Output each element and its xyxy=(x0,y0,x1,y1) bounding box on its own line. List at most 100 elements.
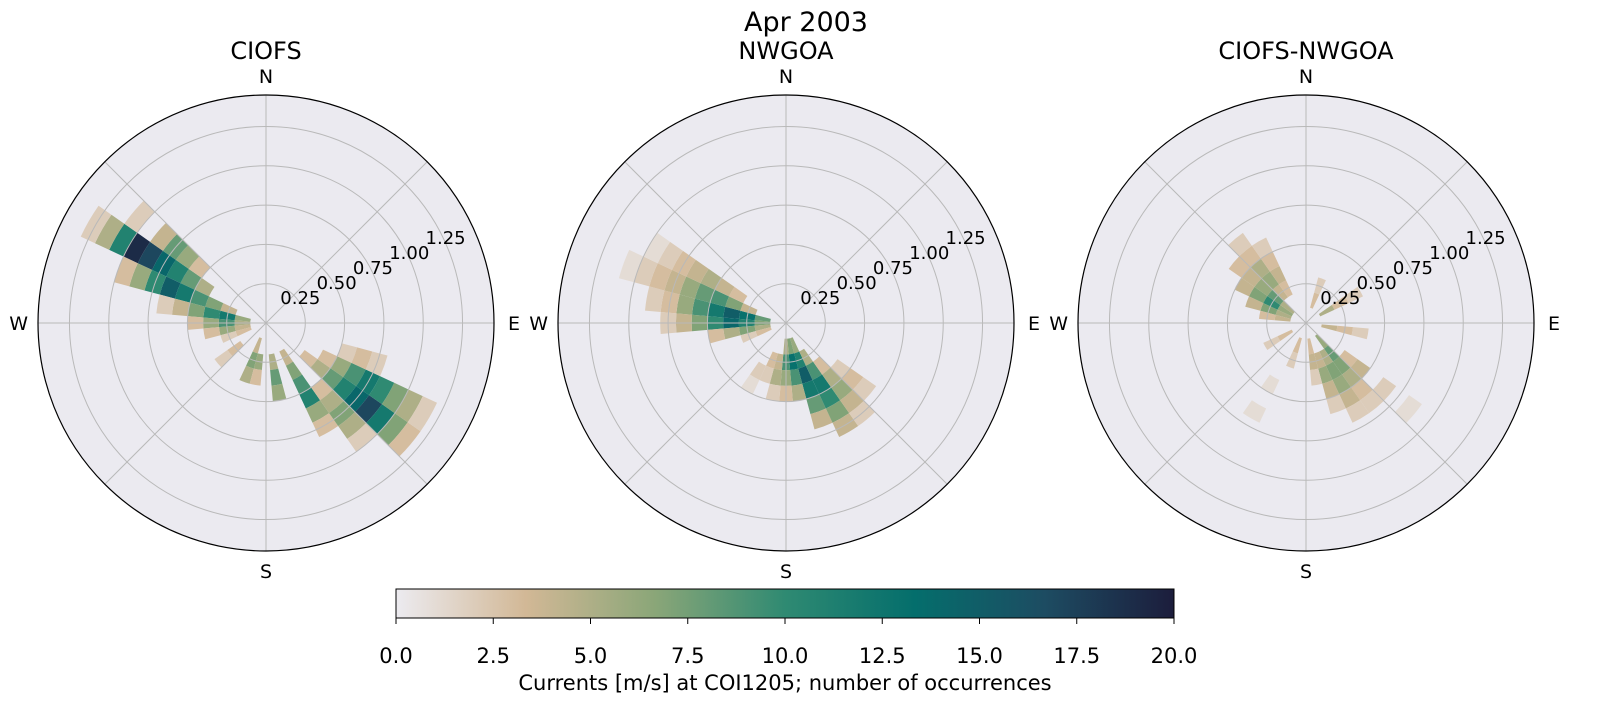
histogram-cell xyxy=(234,314,251,322)
radial-tick-label: 0.75 xyxy=(1393,258,1433,279)
histogram-cell xyxy=(1234,277,1255,297)
histogram-cell xyxy=(1277,329,1294,342)
compass-label-n: N xyxy=(1299,66,1313,88)
histogram-cell xyxy=(1275,309,1292,319)
angular-gridline xyxy=(104,161,267,324)
histogram-cell xyxy=(1280,300,1295,314)
histogram-cell xyxy=(270,368,283,386)
histogram-cell xyxy=(725,296,744,311)
polar-grid xyxy=(38,95,494,551)
histogram-cell xyxy=(1351,327,1369,340)
histogram-cell xyxy=(227,341,244,357)
histogram-cell xyxy=(1292,337,1302,354)
compass-label-e: E xyxy=(1028,313,1040,335)
histogram-cell xyxy=(317,349,338,369)
histogram-cell xyxy=(1251,237,1273,259)
histogram-cell xyxy=(754,314,771,322)
histogram-cell xyxy=(311,378,333,401)
histogram-cell xyxy=(235,327,252,337)
histogram-cell xyxy=(366,404,395,435)
histogram-cell xyxy=(755,327,772,337)
angular-gridline xyxy=(104,322,267,485)
histogram-cell xyxy=(645,286,665,313)
histogram-bars xyxy=(618,232,877,438)
histogram-cell xyxy=(114,256,138,287)
histogram-cell xyxy=(1333,356,1351,375)
colorbar-gradient xyxy=(395,588,1175,619)
polar-outline xyxy=(37,94,495,552)
angular-gridline xyxy=(265,322,428,485)
histogram-cell xyxy=(94,214,125,250)
angular-gridline xyxy=(624,161,787,324)
histogram-cell xyxy=(806,394,826,415)
histogram-cell xyxy=(686,259,709,284)
radial-tick-label: 1.25 xyxy=(946,228,986,249)
histogram-cell xyxy=(203,306,221,319)
histogram-cell xyxy=(1307,338,1315,355)
angular-gridline xyxy=(1144,161,1307,324)
colorbar-tick-label: 17.5 xyxy=(1053,644,1100,668)
histogram-cell xyxy=(1310,368,1323,386)
histogram-cell xyxy=(172,298,191,317)
colorbar: 0.0 2.5 5.0 7.5 10.0 12.5 15.0 17.5 20.0 Currents… xyxy=(379,588,1197,695)
histogram-cell xyxy=(1318,365,1333,384)
histogram-cell xyxy=(692,298,711,317)
histogram-cell xyxy=(1274,314,1291,322)
histogram-cell xyxy=(271,383,287,402)
angular-gridline xyxy=(1305,322,1468,485)
histogram-cell xyxy=(1245,296,1264,311)
radial-tick-label: 1.00 xyxy=(1429,243,1469,264)
colorbar-tick-label: 5.0 xyxy=(574,644,607,668)
colorbar-tick-label: 15.0 xyxy=(956,644,1003,668)
compass-label-e: E xyxy=(1548,313,1560,335)
radial-tick-label: 0.50 xyxy=(1357,273,1397,294)
histogram-cell xyxy=(150,222,178,251)
compass-label-s: S xyxy=(780,561,792,583)
histogram-cell xyxy=(1248,286,1268,304)
angular-gridline xyxy=(785,322,948,485)
colorbar-tick-label: 10.0 xyxy=(762,644,809,668)
histogram-cell xyxy=(388,422,421,457)
histogram-cell xyxy=(310,359,331,379)
histogram-cell xyxy=(813,356,831,375)
angular-gridline xyxy=(1144,322,1307,485)
angular-gridline xyxy=(265,161,428,324)
radial-tick-label: 0.50 xyxy=(317,273,357,294)
histogram-cell xyxy=(1324,345,1340,362)
histogram-cell xyxy=(1342,367,1362,388)
histogram-cell xyxy=(723,306,741,319)
histogram-cell xyxy=(180,268,202,290)
radial-tick-label: 0.25 xyxy=(1320,288,1360,309)
radial-tick-label: 0.75 xyxy=(353,258,393,279)
histogram-cell xyxy=(194,277,215,297)
angular-gridline xyxy=(1305,161,1468,324)
histogram-cell xyxy=(1350,359,1371,379)
histogram-cell xyxy=(187,302,206,318)
histogram-cell xyxy=(305,400,330,423)
histogram-cell xyxy=(1242,400,1267,423)
histogram-cell xyxy=(239,365,254,384)
histogram-cell xyxy=(1250,258,1270,279)
histogram-cell xyxy=(754,324,771,332)
histogram-cell xyxy=(203,327,221,340)
histogram-bars xyxy=(80,200,438,457)
compass-label-w: W xyxy=(1049,313,1068,335)
polar-panel-0: 0.250.500.751.001.25 N E S W CIOFS xyxy=(9,37,520,583)
histogram-cell xyxy=(394,389,423,423)
panel-title: CIOFS xyxy=(230,37,301,65)
compass-label-e: E xyxy=(508,313,520,335)
histogram-cell xyxy=(129,263,152,291)
histogram-cell xyxy=(137,241,163,270)
histogram-cell xyxy=(825,400,850,423)
histogram-cell xyxy=(749,361,767,381)
radial-tick-label: 1.25 xyxy=(1466,228,1506,249)
radial-tick-label: 0.75 xyxy=(873,258,913,279)
radial-tick-label: 0.25 xyxy=(280,288,320,309)
histogram-cell xyxy=(1332,374,1352,395)
histogram-cell xyxy=(1345,400,1370,423)
histogram-cell xyxy=(1269,265,1287,285)
colorbar-tick-label: 12.5 xyxy=(859,644,906,668)
histogram-cell xyxy=(188,256,211,278)
histogram-cell xyxy=(714,277,735,297)
